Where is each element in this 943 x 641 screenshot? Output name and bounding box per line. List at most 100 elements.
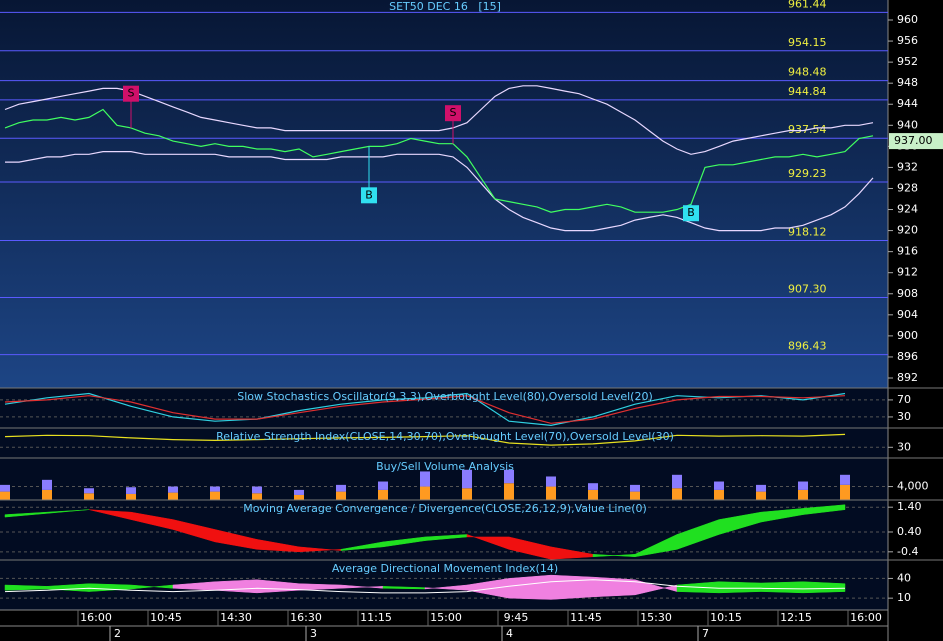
day-label: 4 (506, 627, 513, 640)
volume-bar (714, 489, 725, 500)
volume-bar (167, 492, 178, 500)
area-fill (802, 504, 846, 515)
last-price-label: 937.00 (894, 134, 933, 147)
y-tick-label: 944 (897, 97, 918, 110)
x-tick-label: 15:30 (640, 611, 672, 624)
signal-label: B (365, 188, 373, 201)
day-label: 2 (114, 627, 121, 640)
level-label: 954.15 (788, 36, 827, 49)
day-label: 3 (310, 627, 317, 640)
x-tick-label: 16:00 (850, 611, 882, 624)
x-tick-label: 10:45 (150, 611, 182, 624)
signal-box (683, 205, 700, 222)
volume-bar (588, 489, 599, 500)
x-tick-label: 9:45 (504, 611, 529, 624)
panel-title: Average Directional Movement Index(14) (332, 562, 558, 575)
x-tick-label: 15:00 (430, 611, 462, 624)
volume-bar (125, 493, 136, 500)
y-tick-label: 30 (897, 440, 911, 453)
volume-bar (840, 484, 851, 500)
volume-bar (714, 481, 725, 490)
area-fill (46, 509, 90, 514)
area-fill (760, 581, 804, 594)
x-tick-label: 11:45 (570, 611, 602, 624)
price-panel (0, 0, 888, 388)
indicator-panels (0, 388, 888, 610)
volume-bar (209, 486, 220, 492)
y-tick-label: 70 (897, 393, 911, 406)
y-tick-label: 956 (897, 34, 918, 47)
volume-bar (336, 491, 347, 500)
volume-bar (462, 488, 473, 500)
panel-title: Buy/Sell Volume Analysis (376, 460, 514, 473)
series-line (4, 395, 846, 424)
last-price-box (889, 133, 943, 150)
volume-bar (672, 488, 683, 500)
volume-bar (378, 481, 389, 490)
level-label: 907.30 (788, 282, 827, 295)
signal-label: S (450, 106, 457, 119)
level-label: 896.43 (788, 340, 827, 353)
y-tick-label: 952 (897, 55, 918, 68)
volume-bar (630, 491, 641, 500)
y-tick-label: 932 (897, 160, 918, 173)
signal-box (122, 85, 139, 102)
y-tick-label: 920 (897, 224, 918, 237)
signal-box (445, 105, 462, 122)
volume-bar (252, 493, 263, 500)
volume-bar (83, 493, 94, 500)
y-tick-label: 900 (897, 329, 918, 342)
x-tick-label: 14:30 (220, 611, 252, 624)
x-tick-label: 10:15 (710, 611, 742, 624)
volume-bar (125, 487, 136, 494)
series-line (4, 108, 874, 213)
signal-label: B (687, 206, 695, 219)
volume-bar (420, 486, 431, 500)
volume-bar (41, 489, 52, 500)
volume-bar (672, 474, 683, 489)
y-tick-label: 1.40 (897, 500, 922, 513)
volume-bar (840, 474, 851, 485)
volume-bar (504, 483, 515, 500)
volume-bar (588, 483, 599, 490)
level-label: 944.84 (788, 85, 827, 98)
volume-bar (630, 484, 641, 492)
series-line (5, 151, 874, 232)
series-line (4, 579, 846, 594)
volume-bar (83, 488, 94, 494)
volume-bar (378, 489, 389, 500)
signal-label: S (128, 87, 135, 100)
volume-bar (546, 476, 557, 487)
y-tick-label: -0.4 (897, 545, 918, 558)
y-tick-label: 896 (897, 350, 918, 363)
day-label: 7 (702, 627, 709, 640)
area-fill (550, 574, 594, 600)
volume-bar (167, 486, 178, 493)
y-tick-label: 960 (897, 13, 918, 26)
panel-title: Relative Strength Index(CLOSE,14,30,70),… (216, 430, 674, 443)
x-tick-label: 12:15 (780, 611, 812, 624)
volume-bar (336, 484, 347, 492)
y-tick-label: 904 (897, 308, 918, 321)
y-tick-label: 916 (897, 245, 918, 258)
volume-bar (294, 489, 305, 495)
y-tick-label: 10 (897, 591, 911, 604)
panel-title: Slow Stochastics Oscillator(9,3,3),Overb… (237, 390, 653, 403)
y-tick-label: 912 (897, 266, 918, 279)
volume-bar (756, 484, 767, 492)
volume-bar (798, 481, 809, 490)
level-label: 918.12 (788, 225, 827, 238)
level-label: 948.48 (788, 66, 827, 79)
area-fill (802, 581, 846, 594)
volume-bar (252, 486, 263, 494)
level-label: 961.44 (788, 0, 827, 10)
level-label: 929.23 (788, 167, 827, 180)
y-tick-label: 940 (897, 118, 918, 131)
y-tick-label: 892 (897, 371, 918, 384)
y-tick-label: 948 (897, 76, 918, 89)
volume-bar (0, 491, 10, 500)
panel-title: SET50 DEC 16 [15] (389, 0, 501, 13)
volume-bar (756, 491, 767, 500)
area-fill (718, 581, 762, 594)
